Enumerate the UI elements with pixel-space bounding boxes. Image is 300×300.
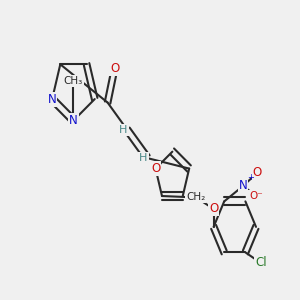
Text: N: N	[239, 179, 248, 193]
Text: N: N	[69, 114, 78, 127]
Text: +: +	[247, 173, 254, 182]
Text: H: H	[119, 125, 128, 135]
Text: O⁻: O⁻	[249, 191, 263, 201]
Text: O: O	[151, 162, 160, 175]
Text: N: N	[48, 93, 56, 106]
Text: Cl: Cl	[255, 256, 266, 269]
Text: CH₂: CH₂	[186, 192, 206, 203]
Text: CH₃: CH₃	[64, 76, 83, 86]
Text: H: H	[139, 153, 148, 163]
Text: O: O	[253, 167, 262, 179]
Text: O: O	[110, 62, 119, 75]
Text: O: O	[209, 202, 218, 215]
